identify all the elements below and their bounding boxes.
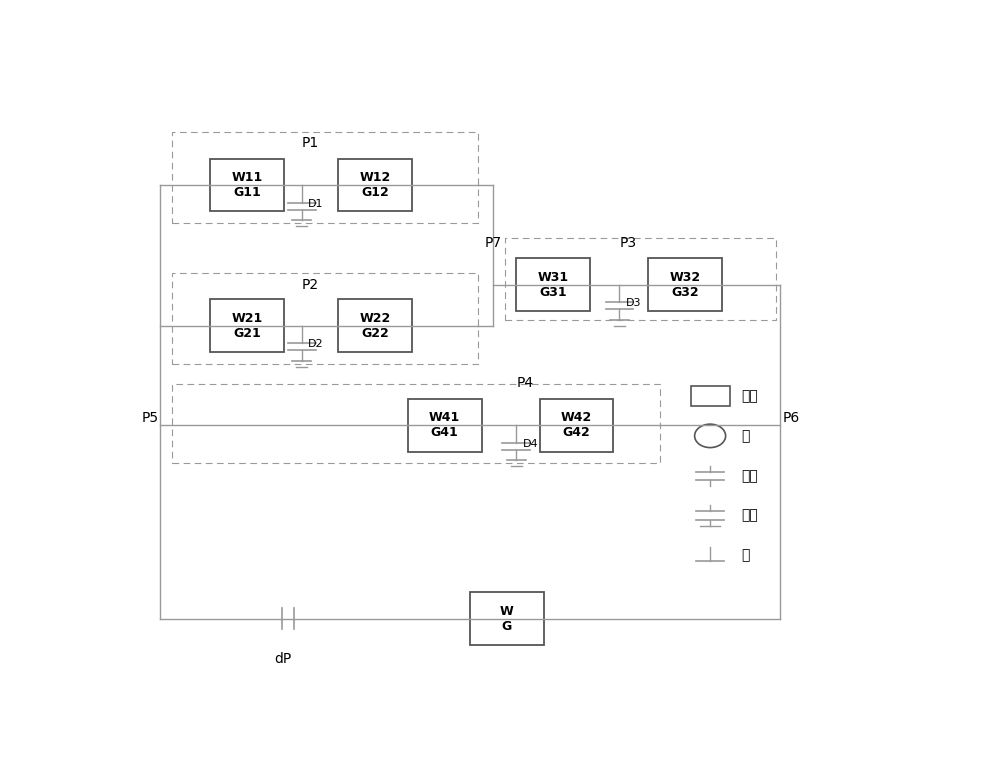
Text: dP: dP	[275, 651, 292, 666]
Text: P7: P7	[485, 236, 502, 250]
Bar	[648, 258, 722, 311]
Text: W41
G41: W41 G41	[429, 412, 460, 439]
Text: P2: P2	[302, 278, 319, 291]
Text: 舱: 舱	[741, 429, 750, 443]
Text: D3: D3	[626, 298, 641, 308]
Text: D1: D1	[308, 199, 323, 209]
Bar	[210, 159, 284, 212]
Text: W21
G21: W21 G21	[231, 312, 263, 339]
Bar	[210, 299, 284, 352]
Text: P3: P3	[619, 236, 637, 250]
Text: D4: D4	[523, 439, 538, 449]
Bar	[172, 132, 478, 223]
Text: D2: D2	[308, 339, 324, 349]
Bar	[505, 238, 776, 320]
Bar	[338, 159, 412, 212]
Bar	[470, 592, 544, 645]
Bar	[172, 273, 478, 364]
Text: P1: P1	[302, 136, 319, 150]
Text: W42
G42: W42 G42	[561, 412, 592, 439]
Bar	[516, 258, 590, 311]
Text: P5: P5	[142, 412, 159, 425]
Text: 舱容: 舱容	[741, 508, 758, 523]
Text: P4: P4	[516, 376, 534, 390]
Text: W11
G11: W11 G11	[231, 171, 263, 199]
Bar	[172, 384, 660, 463]
Bar	[691, 386, 730, 406]
Text: 地: 地	[741, 549, 750, 562]
Text: 阀门: 阀门	[741, 389, 758, 403]
Bar	[408, 399, 482, 452]
Text: W22
G22: W22 G22	[359, 312, 391, 339]
Bar	[338, 299, 412, 352]
Text: W
G: W G	[500, 605, 514, 632]
Text: W12
G12: W12 G12	[359, 171, 391, 199]
Text: W32
G32: W32 G32	[669, 271, 700, 298]
Bar	[540, 399, 613, 452]
Text: P6: P6	[782, 412, 799, 425]
Text: W31
G31: W31 G31	[538, 271, 569, 298]
Text: 风机: 风机	[741, 469, 758, 482]
